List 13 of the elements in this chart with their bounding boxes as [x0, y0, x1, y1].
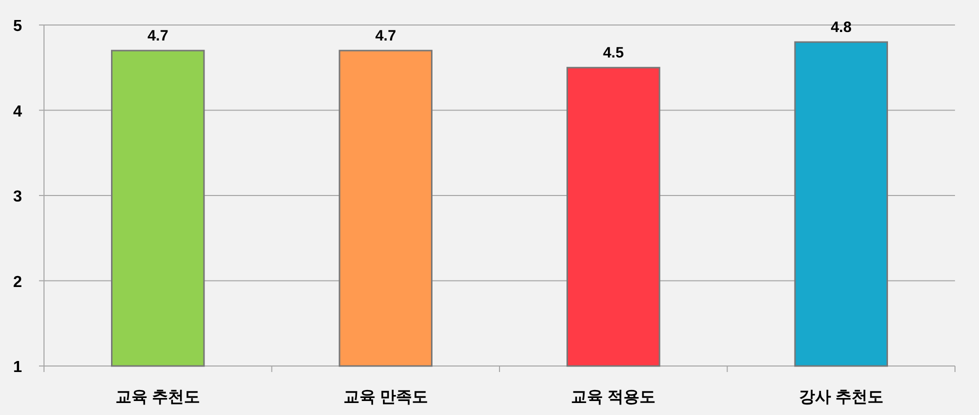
data-label: 4.7	[147, 28, 168, 45]
x-tick-label: 강사 추천도	[798, 389, 884, 406]
y-tick-label: 4	[13, 103, 22, 120]
data-label: 4.7	[375, 28, 396, 45]
data-label: 4.8	[830, 19, 852, 36]
data-label: 4.5	[602, 44, 624, 62]
y-tick-label: 1	[13, 359, 22, 376]
y-tick-label: 5	[13, 18, 22, 35]
x-tick-label: 교육 적용도	[571, 389, 656, 406]
x-tick-label: 교육 만족도	[343, 389, 428, 406]
y-tick-label: 2	[13, 274, 22, 291]
x-tick-label: 교육 추천도	[116, 389, 200, 406]
y-tick-label: 3	[13, 188, 22, 206]
